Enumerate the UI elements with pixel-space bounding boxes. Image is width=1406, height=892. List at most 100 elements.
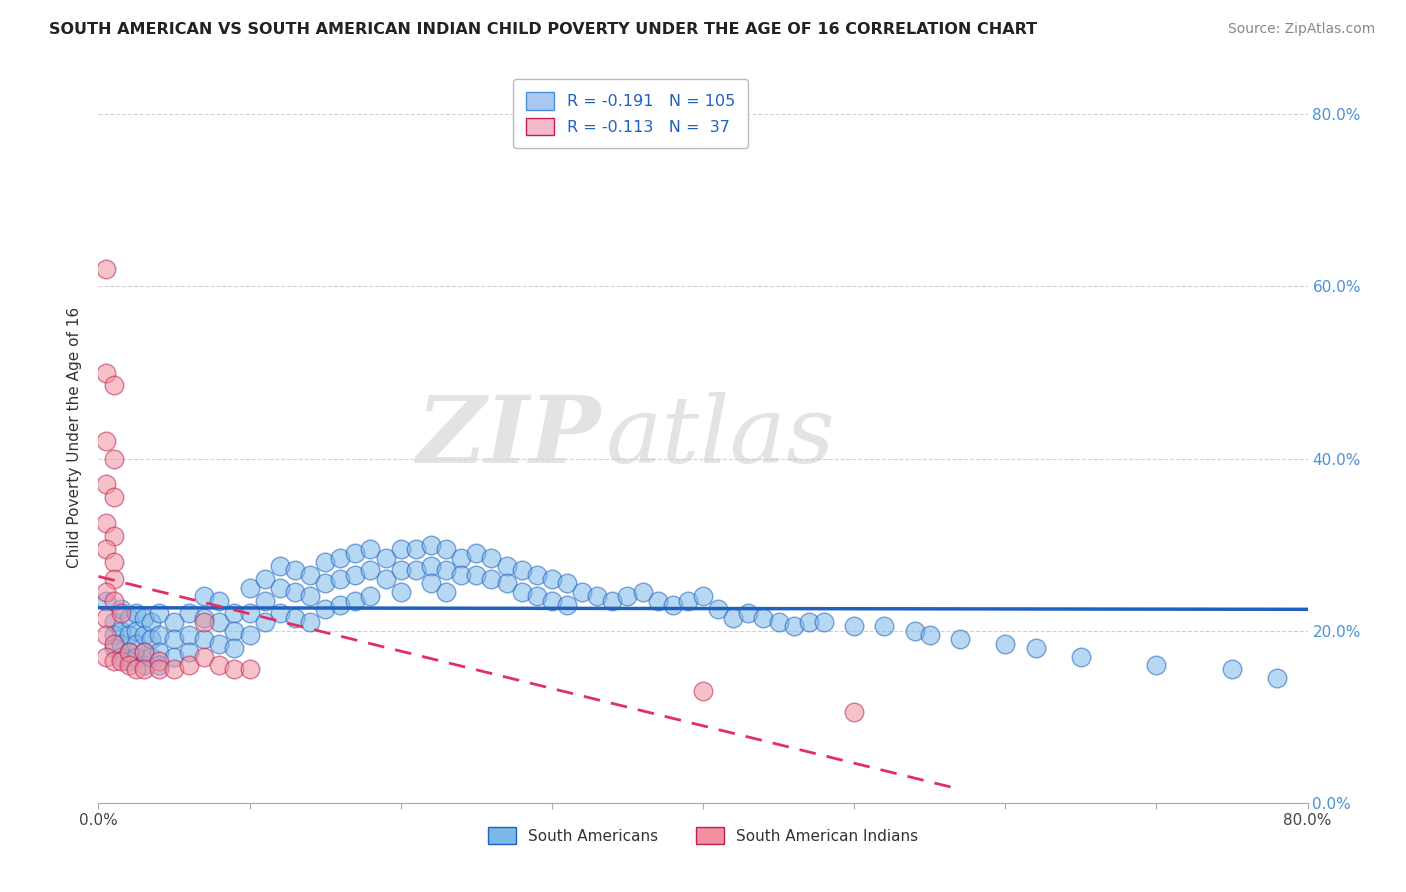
Point — [949, 632, 972, 647]
Point — [495, 559, 517, 574]
Point — [647, 593, 669, 607]
Point — [208, 637, 231, 651]
Point — [555, 598, 578, 612]
Point — [208, 593, 231, 607]
Point — [737, 607, 759, 621]
Point — [1267, 671, 1289, 685]
Point — [148, 658, 170, 673]
Point — [616, 589, 638, 603]
Text: atlas: atlas — [606, 392, 835, 482]
Point — [329, 550, 352, 565]
Point — [103, 615, 125, 629]
Point — [148, 645, 170, 659]
Point — [723, 611, 745, 625]
Point — [141, 615, 163, 629]
Point — [1024, 640, 1046, 655]
Point — [132, 662, 155, 676]
Point — [389, 585, 412, 599]
Point — [132, 611, 155, 625]
Point — [94, 611, 117, 625]
Point — [125, 607, 148, 621]
Point — [103, 451, 125, 466]
Point — [110, 624, 132, 638]
Point — [239, 628, 262, 642]
Point — [481, 572, 503, 586]
Point — [797, 615, 820, 629]
Point — [450, 550, 472, 565]
Point — [299, 589, 322, 603]
Point — [253, 593, 276, 607]
Point — [253, 572, 276, 586]
Point — [118, 658, 141, 673]
Point — [284, 564, 307, 578]
Point — [132, 645, 155, 659]
Point — [125, 637, 148, 651]
Point — [118, 654, 141, 668]
Text: SOUTH AMERICAN VS SOUTH AMERICAN INDIAN CHILD POVERTY UNDER THE AGE OF 16 CORREL: SOUTH AMERICAN VS SOUTH AMERICAN INDIAN … — [49, 22, 1038, 37]
Point — [526, 589, 548, 603]
Point — [103, 378, 125, 392]
Point — [179, 645, 201, 659]
Point — [224, 607, 246, 621]
Point — [526, 567, 548, 582]
Point — [193, 649, 215, 664]
Point — [94, 585, 117, 599]
Point — [495, 576, 517, 591]
Point — [1220, 662, 1243, 676]
Point — [707, 602, 730, 616]
Point — [132, 658, 155, 673]
Point — [193, 615, 215, 629]
Point — [329, 572, 352, 586]
Point — [148, 607, 170, 621]
Point — [344, 593, 367, 607]
Point — [94, 262, 117, 277]
Point — [405, 541, 427, 556]
Point — [571, 585, 593, 599]
Point — [344, 546, 367, 560]
Point — [163, 632, 186, 647]
Point — [125, 624, 148, 638]
Point — [103, 593, 125, 607]
Point — [284, 611, 307, 625]
Point — [224, 640, 246, 655]
Point — [389, 564, 412, 578]
Point — [103, 654, 125, 668]
Point — [1144, 658, 1167, 673]
Point — [465, 567, 488, 582]
Point — [360, 541, 382, 556]
Point — [94, 477, 117, 491]
Point — [163, 649, 186, 664]
Point — [239, 662, 262, 676]
Point — [94, 434, 117, 449]
Point — [94, 628, 117, 642]
Point — [118, 611, 141, 625]
Point — [314, 555, 336, 569]
Point — [193, 632, 215, 647]
Point — [661, 598, 683, 612]
Point — [208, 658, 231, 673]
Point — [163, 662, 186, 676]
Point — [125, 662, 148, 676]
Point — [103, 529, 125, 543]
Y-axis label: Child Poverty Under the Age of 16: Child Poverty Under the Age of 16 — [67, 307, 83, 567]
Point — [314, 602, 336, 616]
Point — [148, 628, 170, 642]
Point — [94, 593, 117, 607]
Point — [103, 491, 125, 505]
Point — [314, 576, 336, 591]
Point — [783, 619, 806, 633]
Point — [676, 593, 699, 607]
Point — [132, 645, 155, 659]
Point — [813, 615, 835, 629]
Point — [253, 615, 276, 629]
Point — [465, 546, 488, 560]
Point — [692, 589, 714, 603]
Point — [434, 541, 457, 556]
Point — [148, 654, 170, 668]
Point — [269, 581, 291, 595]
Point — [179, 658, 201, 673]
Point — [103, 555, 125, 569]
Point — [692, 684, 714, 698]
Point — [329, 598, 352, 612]
Point — [844, 619, 866, 633]
